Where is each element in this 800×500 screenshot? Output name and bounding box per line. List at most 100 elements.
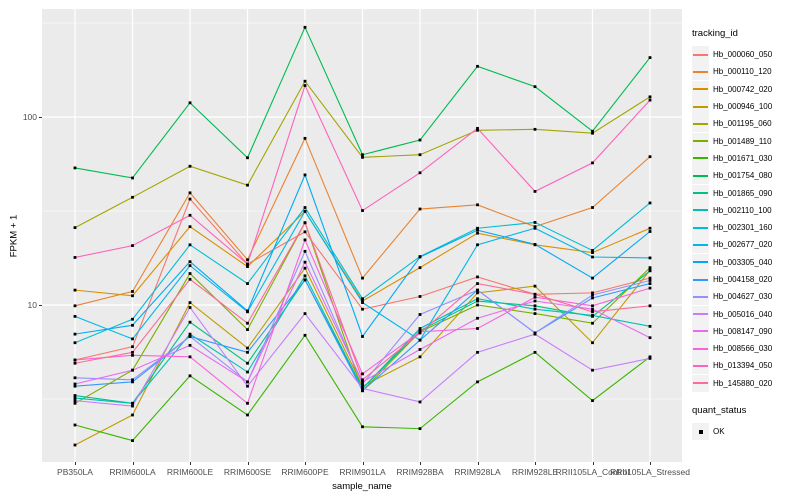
legend-key-line-swatch [692,115,709,133]
line-swatch-icon [693,313,708,316]
legend-item-label: Hb_005016_040 [713,309,773,319]
quant-ok-key [692,423,709,441]
x-tick-mark [535,462,536,465]
legend-item: Hb_000946_100 [692,98,798,116]
x-tick-label: RRIM928BA [396,467,444,477]
legend-item-label: Hb_000060_050 [713,50,773,60]
legend-item-label: Hb_008566_030 [713,344,773,354]
line-chart [42,9,682,462]
legend-key-line-swatch [692,149,709,167]
legend-item-label: Hb_000742_020 [713,84,773,94]
y-tick-mark [39,117,42,118]
x-tick-mark [362,462,364,465]
line-swatch-icon [693,53,708,56]
legend-key-line-swatch [692,46,709,64]
legend-item: Hb_004627_030 [692,288,798,306]
legend-item-label: Hb_001865_090 [713,188,773,198]
legend-key-line-swatch [692,271,709,288]
legend-key-line-swatch [692,236,709,254]
line-swatch-icon [693,278,708,281]
legend-item: Hb_000742_020 [692,80,798,98]
legend-item-label: Hb_002110_100 [713,205,772,215]
legend-item-label: Hb_004627_030 [713,292,773,302]
x-tick-label: RRII105LA_Control [555,467,630,477]
legend-key-line-swatch [692,201,709,219]
legend-key-line-swatch [692,132,709,150]
line-swatch-icon [693,70,708,73]
legend-item: Hb_002301_160 [692,219,798,237]
line-swatch-icon [693,192,708,195]
line-swatch-icon [693,243,708,246]
legend-key-line-swatch [692,288,709,306]
square-marker-icon [698,429,703,434]
legend-item-label: Hb_002301_160 [713,223,773,233]
line-swatch-icon [693,88,708,91]
plot-panel [42,9,682,462]
legend-item: Hb_001489_110 [692,132,798,150]
x-tick-mark [592,462,594,465]
line-swatch-icon [693,174,708,177]
legend-item-label: Hb_001754_080 [713,171,773,181]
y-axis-title: FPKM + 1 [8,214,20,258]
x-tick-mark [305,462,306,465]
x-tick-label: RRII105LA_Stressed [610,467,690,477]
legend: tracking_id Hb_000060_050 Hb_000110_120 Hb… [692,28,798,441]
legend-item: Hb_000110_120 [692,63,798,81]
legend-key-line-swatch [692,98,709,116]
legend-item: Hb_005016_040 [692,305,798,323]
line-swatch-icon [693,140,708,143]
x-tick-label: RRIM928LA [454,467,501,477]
legend-item-list: Hb_000060_050 Hb_000110_120 Hb_000742_020 H… [692,46,798,392]
x-tick-mark [650,462,651,465]
line-swatch-icon [693,261,708,264]
x-tick-label: PB350LA [57,467,93,477]
y-tick-label-100: 100 [22,112,37,122]
line-swatch-icon [693,364,708,367]
legend-item-label: Hb_004158_020 [713,275,773,284]
legend-key-line-swatch [692,357,709,375]
legend-item-quant-ok: OK [692,423,798,441]
x-tick-mark [477,462,479,465]
legend-item: Hb_000060_050 [692,46,798,64]
legend-item-label: Hb_000946_100 [713,102,773,112]
line-swatch-icon [693,157,708,160]
x-tick-label: RRIM600LE [166,467,214,477]
y-tick-label-10: 10 [27,300,37,310]
legend-key-line-swatch [692,219,709,237]
x-tick-mark [132,462,134,465]
legend-key-line-swatch [692,167,709,185]
legend-item: Hb_002110_100 [692,201,798,219]
legend-item: Hb_003305_040 [692,253,798,271]
legend-item-label: OK [713,427,725,437]
x-tick-mark [420,462,421,465]
legend-item: Hb_001865_090 [692,184,798,202]
legend-key-line-swatch [692,374,709,392]
legend-item: Hb_001195_060 [692,115,798,133]
y-tick-mark [39,305,42,306]
x-tick-mark [247,462,249,465]
legend-key-line-swatch [692,322,709,340]
line-swatch-icon [693,382,708,385]
legend-item: Hb_013394_050 [692,357,798,375]
legend-item-label: Hb_002677_020 [713,240,773,250]
legend-key-line-swatch [692,253,709,271]
legend-key-line-swatch [692,340,709,358]
line-swatch-icon [693,330,708,333]
legend-key-line-swatch [692,305,709,323]
line-swatch-icon [693,347,708,350]
x-axis-title: sample_name [332,481,392,492]
x-tick-label: RRIM600LA [109,467,156,477]
legend-item: Hb_002677_020 [692,236,798,254]
legend-key-line-swatch [692,184,709,202]
legend-item-label: Hb_001489_110 [713,136,772,146]
line-swatch-icon [693,295,708,298]
legend-item-label: Hb_001671_030 [713,153,773,163]
legend-item: Hb_001754_080 [692,167,798,185]
legend-item-label: Hb_000110_120 [713,67,772,77]
legend-item: Hb_145880_020 [692,374,798,392]
line-swatch-icon [693,105,708,108]
x-tick-label: RRIM600SE [223,467,272,477]
x-tick-label: RRIM928LE [511,467,559,477]
legend-item-label: Hb_145880_020 [713,378,773,388]
